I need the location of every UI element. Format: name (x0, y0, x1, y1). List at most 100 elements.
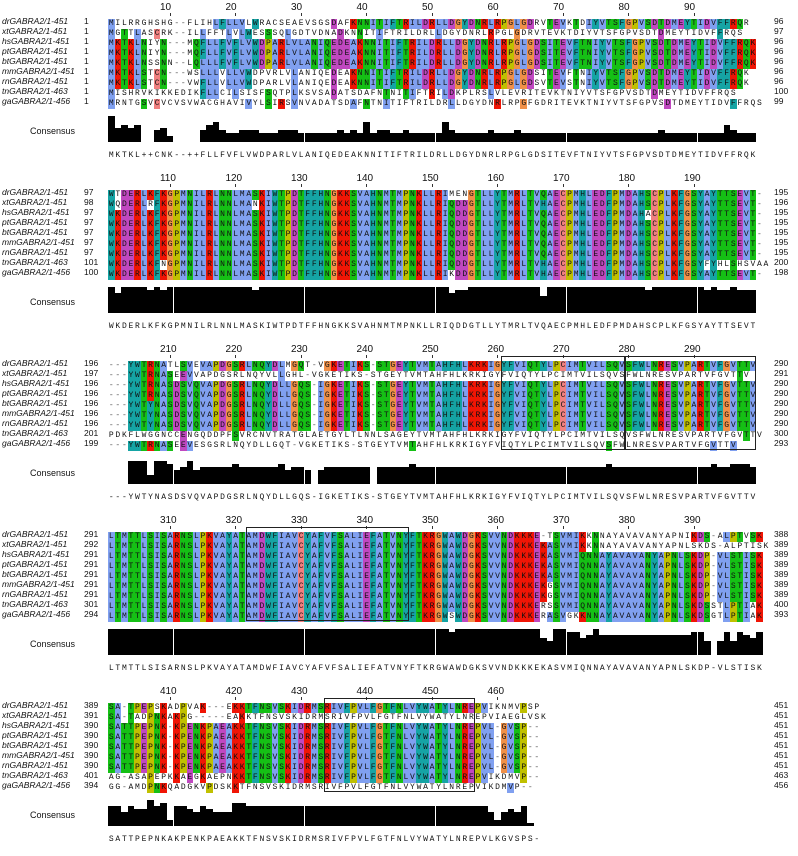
residue: V (559, 592, 567, 602)
consensus-bar (546, 467, 554, 484)
row-start-position: 1 (84, 66, 89, 76)
residue: T (749, 190, 757, 200)
residue: S (337, 562, 344, 572)
residue: G (494, 411, 501, 421)
sequence-name: drGABRA2/1-451 (2, 700, 69, 710)
consensus-residue: A (704, 322, 710, 331)
consensus-bar (559, 467, 567, 484)
residue: V (559, 552, 567, 562)
residue: A (376, 552, 383, 562)
consensus-residue: A (344, 664, 350, 673)
residue: T (736, 371, 744, 381)
residue: D (461, 210, 469, 220)
ruler-tick (169, 697, 171, 700)
sequence-name: ptGABRA2/1-451 (2, 388, 68, 398)
residue: Y (500, 361, 508, 371)
residue: G (723, 421, 730, 431)
residue: T (305, 361, 311, 370)
residue: P (566, 220, 573, 230)
residue: V (749, 381, 757, 391)
residue: V (324, 552, 331, 562)
row-start-position: 196 (84, 358, 99, 368)
residue: M (580, 431, 586, 440)
residue: F (677, 230, 685, 240)
consensus-bar (173, 629, 181, 655)
consensus-bar (487, 287, 495, 313)
residue: P (199, 562, 207, 572)
consensus-bar (599, 635, 606, 655)
residue: S (186, 572, 194, 582)
residue: V (514, 703, 520, 712)
residue: S (626, 99, 631, 108)
residue: N (140, 59, 148, 69)
residue: S (547, 602, 553, 611)
consensus-residue: T (135, 664, 140, 673)
residue: L (664, 200, 672, 210)
residue: S (540, 59, 547, 69)
residue: I (684, 532, 690, 541)
consensus-residue: D (338, 151, 343, 160)
residue: P (350, 733, 357, 743)
residue: S (252, 190, 259, 200)
consensus-residue: P (567, 322, 572, 331)
residue: D (461, 220, 469, 230)
residue: A (114, 743, 122, 753)
residue: G (723, 381, 730, 391)
residue: T (238, 592, 246, 602)
residue: K (495, 703, 500, 712)
residue: S (690, 210, 698, 220)
residue: T (428, 401, 436, 411)
residue: S (186, 592, 194, 602)
residue: A (750, 602, 756, 611)
consensus-residue: M (423, 493, 428, 502)
consensus-residue: L (429, 322, 435, 331)
residue: T (415, 532, 423, 542)
residue: P (619, 89, 625, 98)
residue: Y (338, 431, 343, 440)
consensus-residue: K (115, 151, 121, 160)
consensus-residue: L (108, 664, 114, 673)
consensus-bar (376, 287, 384, 313)
residue: A (350, 39, 357, 49)
residue: V (599, 19, 606, 29)
residue: R (428, 572, 436, 582)
consensus-residue: V (514, 493, 520, 502)
residue: M (238, 250, 246, 260)
residue: R (513, 200, 521, 210)
consensus-residue: Y (652, 664, 658, 673)
consensus-residue: E (396, 493, 402, 502)
consensus-bar (520, 629, 528, 655)
residue: G (625, 19, 632, 29)
residue: E (337, 421, 344, 431)
residue: V (233, 29, 239, 38)
consensus-bar (507, 287, 515, 313)
residue: L (212, 190, 220, 200)
residue: Y (449, 713, 455, 722)
residue: D (697, 552, 704, 562)
residue: A (166, 572, 174, 582)
residue: P (402, 230, 410, 240)
residue: K (193, 89, 199, 98)
residue: R (173, 572, 181, 582)
residue: N (481, 39, 488, 49)
residue: N (585, 612, 593, 622)
residue: W (265, 612, 272, 622)
residue: K (520, 532, 527, 542)
residue: N (500, 592, 508, 602)
residue: T (716, 240, 724, 250)
residue: N (462, 713, 468, 722)
consensus-bar (756, 632, 763, 655)
residue: T (127, 743, 135, 753)
residue: G (389, 391, 397, 401)
residue: K (127, 59, 135, 69)
residue: G (513, 49, 521, 59)
residue: M (238, 200, 246, 210)
residue: E (337, 391, 344, 401)
residue: A (703, 230, 711, 240)
residue: V (494, 602, 501, 612)
residue: T (527, 260, 534, 270)
residue: H (441, 421, 449, 431)
ruler-label: 250 (421, 344, 439, 355)
residue: L (585, 250, 593, 260)
residue: L (108, 602, 115, 612)
